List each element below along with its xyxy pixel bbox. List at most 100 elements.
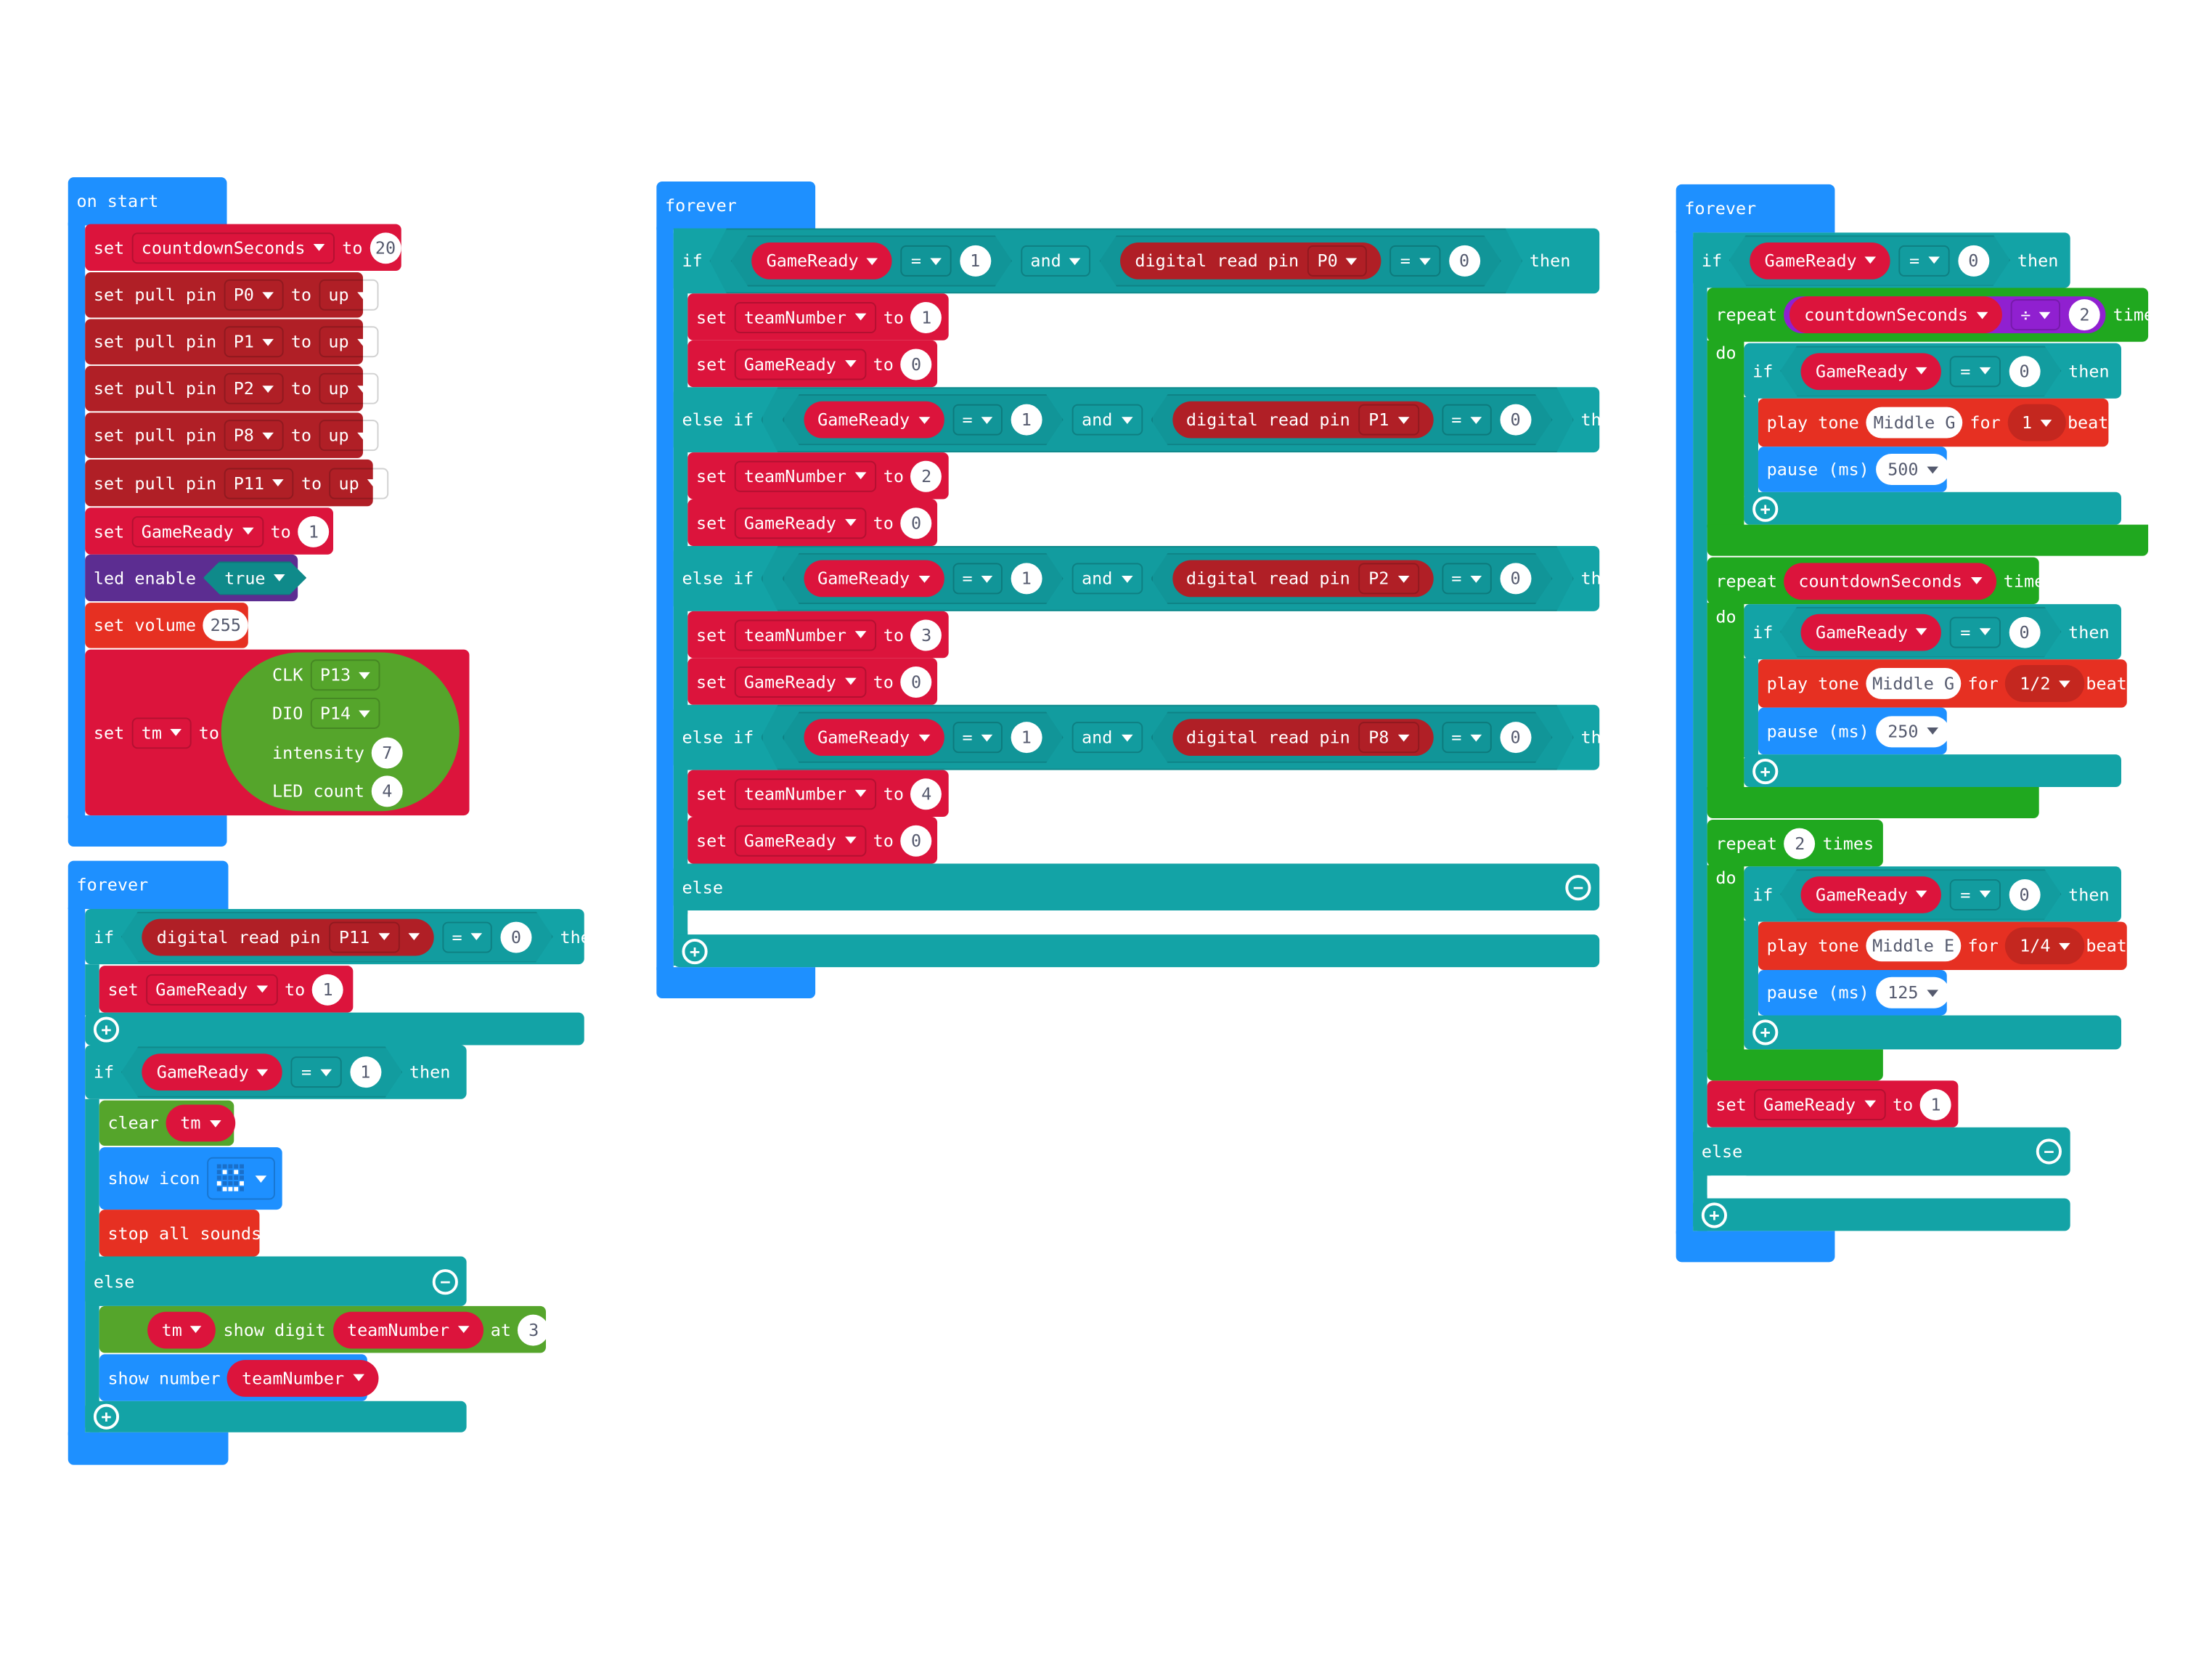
pull-mode-dropdown[interactable]: up [318, 420, 379, 452]
forever-header[interactable]: forever [1676, 184, 1835, 233]
number-input[interactable]: 2 [2069, 299, 2101, 331]
variable-reporter[interactable]: GameReady [142, 1053, 282, 1091]
clk-pin-dropdown[interactable]: P13 [310, 659, 381, 691]
digital-read-pin-reporter[interactable]: digital read pin P0 [1121, 242, 1382, 280]
pin-comparison[interactable]: digital read pin P2 = 0 [1151, 553, 1552, 604]
beat-dropdown[interactable]: 1/4 [2005, 927, 2085, 965]
variable-dropdown[interactable]: GameReady [145, 973, 278, 1005]
digital-read-pin-reporter[interactable]: digital read pin P2 [1172, 561, 1432, 598]
remove-branch-icon[interactable]: − [432, 1268, 458, 1295]
led-enable-block[interactable]: led enable true [85, 554, 298, 602]
pin-comparison[interactable]: digital read pin P0 = 0 [1100, 235, 1501, 286]
number-input[interactable]: 1 [298, 515, 330, 547]
number-input[interactable]: 0 [900, 666, 932, 697]
beat-dropdown[interactable]: 1/2 [2005, 665, 2085, 702]
pause-dropdown[interactable]: 500 [1876, 454, 1950, 485]
set-gameready-block[interactable]: set GameReady to 1 [99, 966, 354, 1013]
pin-comparison[interactable]: digital read pin P1 = 0 [1151, 394, 1552, 445]
pin-dropdown[interactable]: P1 [224, 326, 284, 358]
add-branch-icon[interactable]: + [1752, 757, 1779, 784]
pull-pin-block-p2[interactable]: set pull pin P2 to up [85, 365, 379, 412]
forever-header[interactable]: forever [656, 182, 816, 230]
if-block-header[interactable]: if digital read pin P11 = 0 then [85, 909, 601, 965]
show-number-block[interactable]: show number teamNumber [99, 1354, 378, 1401]
add-branch-icon[interactable]: + [93, 1403, 120, 1430]
variable-dropdown[interactable]: GameReady [734, 507, 866, 539]
variable-dropdown[interactable]: GameReady [734, 666, 866, 697]
set-volume-block[interactable]: set volume 255 [85, 603, 248, 648]
variable-reporter[interactable]: countdownSeconds [1784, 562, 1997, 600]
variable-reporter[interactable]: GameReady [1801, 352, 1941, 389]
tm-variable-reporter[interactable]: tm [147, 1311, 216, 1348]
and-condition[interactable]: GameReady = 1 and digital read pin P2 = 0 [761, 546, 1574, 611]
show-digit-block[interactable]: tm show digit teamNumber at 3 [99, 1305, 550, 1353]
pause-block[interactable]: pause (ms) 125 [1758, 969, 1950, 1016]
tm1637-create-reporter[interactable]: CLK P13 DIO P14 intensity 7 LED count 4 [221, 652, 460, 812]
tm-variable-reporter[interactable]: tm [166, 1104, 235, 1142]
variable-dropdown[interactable]: teamNumber [734, 460, 876, 492]
number-input[interactable]: 0 [900, 348, 932, 380]
clear-tm-block[interactable]: clear tm [99, 1100, 235, 1146]
remove-branch-icon[interactable]: − [1565, 874, 1591, 900]
number-input[interactable]: 0 [2009, 879, 2040, 910]
variable-dropdown[interactable]: GameReady [734, 824, 866, 856]
stop-all-sounds-block[interactable]: stop all sounds [99, 1210, 261, 1257]
operator-dropdown[interactable]: = [952, 563, 1003, 594]
operator-dropdown[interactable]: = [1390, 245, 1440, 277]
add-branch-icon[interactable]: + [1752, 495, 1779, 521]
pin-dropdown[interactable]: P8 [224, 420, 284, 452]
number-input[interactable]: 1 [910, 301, 942, 333]
repeat-block-2-header[interactable]: repeat countdownSeconds times [1707, 557, 2054, 605]
add-branch-icon[interactable]: + [682, 938, 708, 964]
pause-block[interactable]: pause (ms) 250 [1758, 707, 1950, 755]
comparison-condition[interactable]: digital read pin P11 = 0 [121, 911, 553, 962]
if-branch-1[interactable]: if GameReady = 1 and digital read pin P0 … [673, 228, 1600, 294]
variable-reporter[interactable]: GameReady [752, 242, 892, 280]
gameready-comparison[interactable]: GameReady = 1 [782, 553, 1063, 604]
number-input[interactable]: 3 [910, 619, 942, 651]
inner-if-header[interactable]: if GameReady = 0 then [1744, 866, 2121, 922]
set-tm-block[interactable]: set tm to CLK P13 DIO P14 intensity 7 LED c… [85, 649, 470, 816]
gameready-comparison[interactable]: GameReady = 1 [731, 235, 1012, 286]
pin-dropdown[interactable]: P2 [224, 372, 284, 404]
pull-pin-block-p8[interactable]: set pull pin P8 to up [85, 412, 379, 458]
pull-pin-block-p11[interactable]: set pull pin P11 to up [85, 459, 389, 507]
volume-input[interactable]: 255 [203, 609, 248, 641]
repeat-block-1-header[interactable]: repeat countdownSeconds ÷ 2 times [1707, 288, 2164, 342]
play-tone-block[interactable]: play tone Middle E for 1/4 beat [1758, 921, 2127, 970]
comparison-condition[interactable]: GameReady = 0 [1780, 346, 2061, 396]
pull-mode-dropdown[interactable]: up [328, 467, 389, 499]
variable-reporter[interactable]: GameReady [1801, 614, 1941, 651]
beat-dropdown[interactable]: 1 [2007, 404, 2066, 441]
set-gameready-block[interactable]: set GameReady to 0 [687, 817, 938, 864]
pin-dropdown[interactable]: P0 [1307, 245, 1368, 277]
operator-dropdown[interactable]: = [1951, 616, 2001, 648]
digital-read-pin-reporter[interactable]: digital read pin P8 [1172, 719, 1432, 756]
repeat-count-input[interactable]: 2 [1784, 827, 1816, 859]
pull-mode-dropdown[interactable]: up [318, 279, 379, 311]
number-input[interactable]: 0 [1958, 245, 1989, 276]
and-dropdown[interactable]: and [1021, 245, 1091, 277]
number-input[interactable]: 20 [370, 232, 401, 264]
inner-if-header[interactable]: if GameReady = 0 then [1744, 343, 2121, 399]
pull-mode-dropdown[interactable]: up [318, 372, 379, 404]
comparison-condition[interactable]: GameReady = 0 [1729, 235, 2010, 285]
number-input[interactable]: 4 [910, 778, 942, 810]
number-input[interactable]: 0 [1500, 404, 1531, 436]
variable-reporter[interactable]: GameReady [804, 401, 944, 439]
repeat-block-3-header[interactable]: repeat 2 times [1707, 819, 1883, 867]
teamnumber-variable-reporter[interactable]: teamNumber [332, 1311, 483, 1348]
number-input[interactable]: 1 [1919, 1088, 1951, 1120]
play-tone-block[interactable]: play tone Middle G for 1 beat [1758, 398, 2109, 447]
add-branch-icon[interactable]: + [1752, 1019, 1779, 1045]
operator-dropdown[interactable]: = [1951, 355, 2001, 386]
number-input[interactable]: 1 [312, 973, 344, 1005]
inner-if-header[interactable]: if GameReady = 0 then [1744, 604, 2121, 660]
operator-dropdown[interactable]: = [952, 722, 1003, 753]
pull-pin-block-p0[interactable]: set pull pin P0 to up [85, 272, 379, 318]
pull-pin-block-p1[interactable]: set pull pin P1 to up [85, 319, 379, 364]
operator-dropdown[interactable]: = [442, 921, 492, 953]
variable-reporter[interactable]: GameReady [804, 561, 944, 598]
variable-dropdown[interactable]: tm [131, 717, 192, 749]
